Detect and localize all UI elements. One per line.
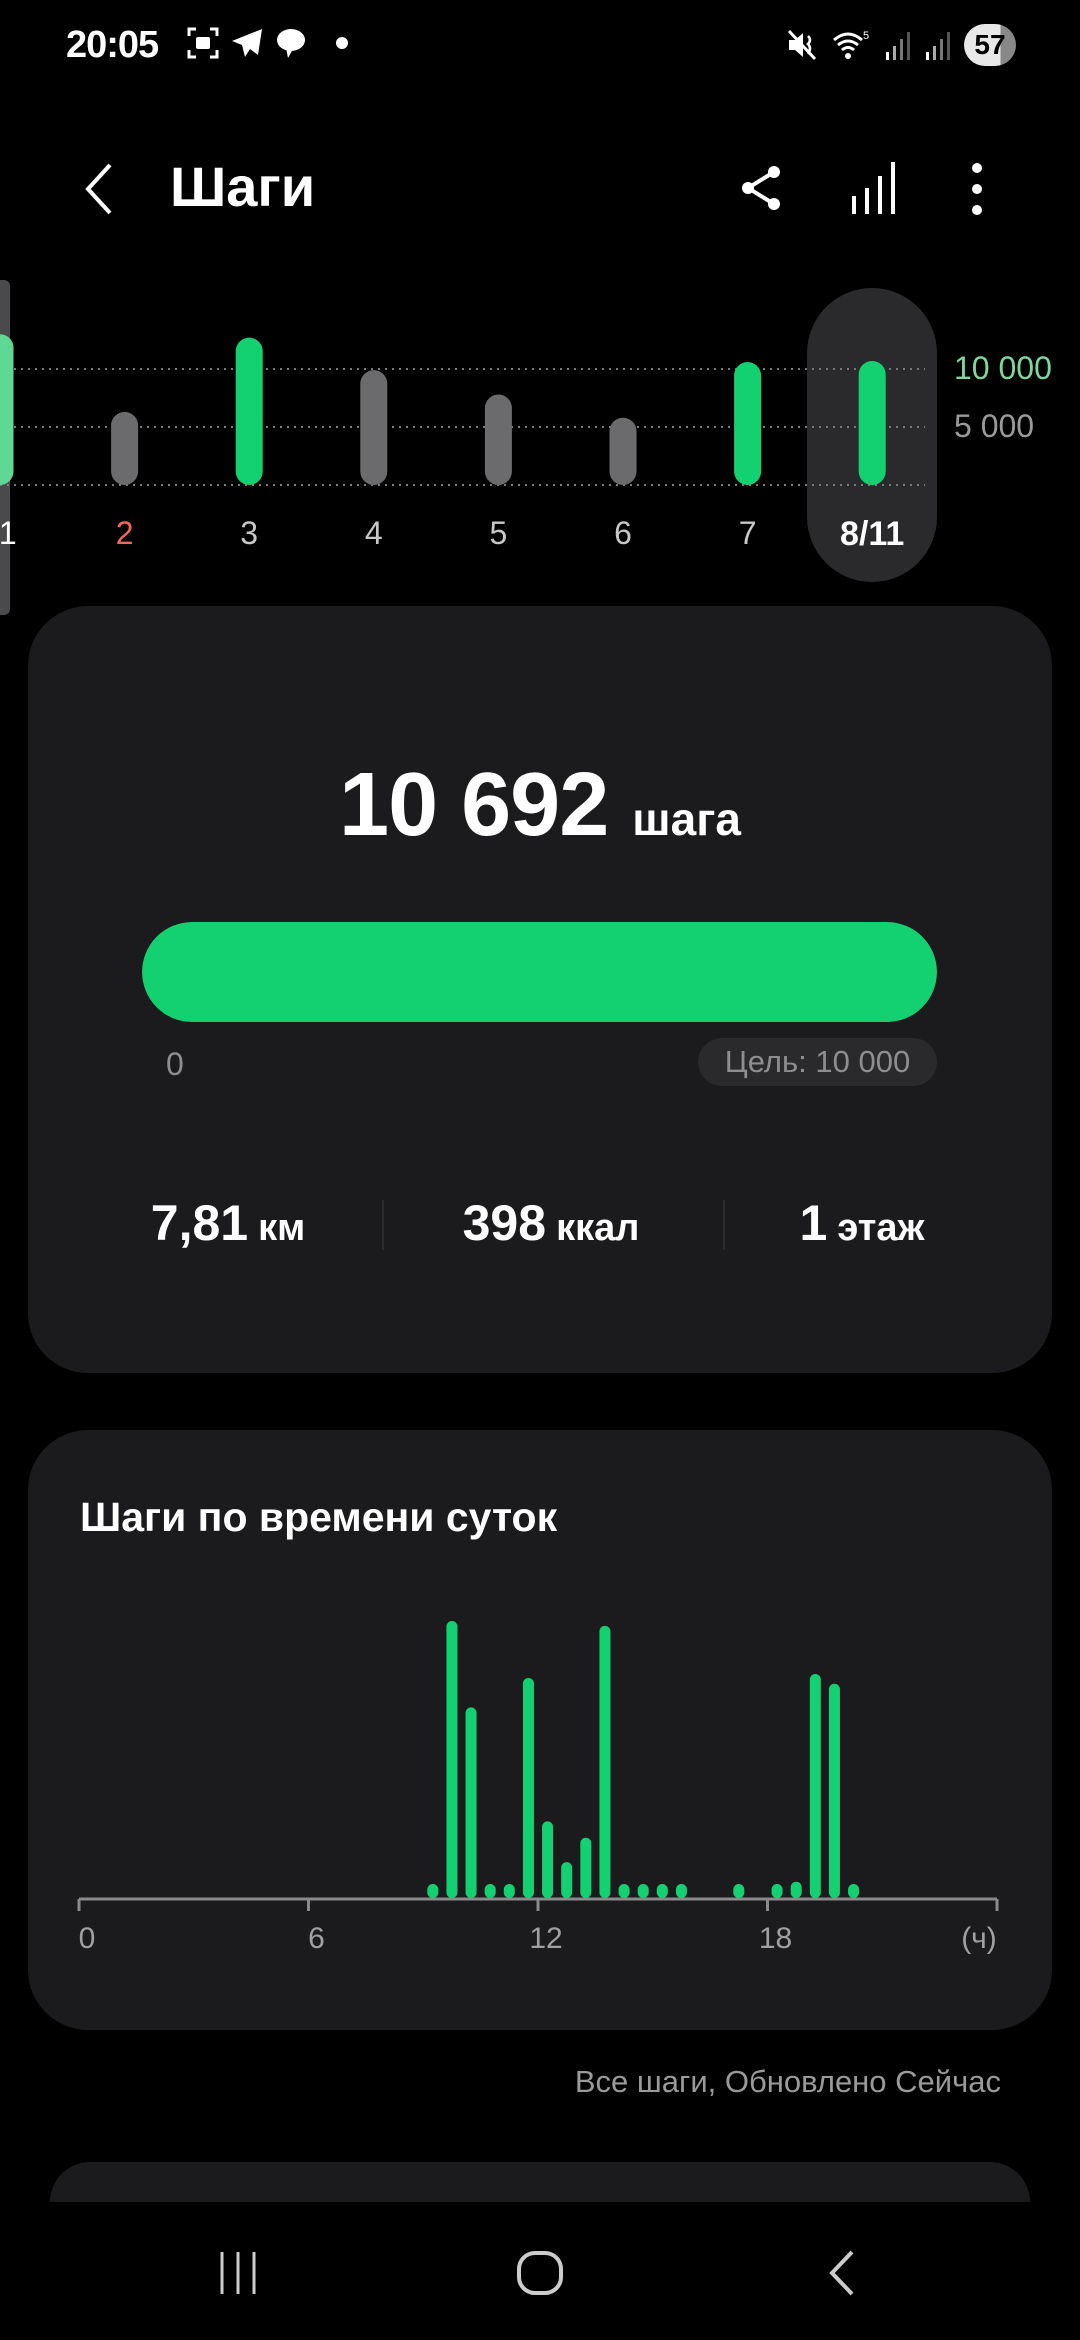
stat-value: 398: [462, 1195, 547, 1251]
hour-bar[interactable]: [561, 1862, 573, 1898]
stat-unit: ккал: [556, 1207, 640, 1249]
day-label[interactable]: 2: [115, 515, 134, 551]
signal-icon: [926, 32, 950, 60]
stat-value: 1: [799, 1195, 828, 1251]
hour-bar[interactable]: [828, 1683, 840, 1898]
day-bar-6[interactable]: [609, 417, 637, 485]
steps-progress-fill: [142, 922, 937, 1022]
stat-value: 7,81: [150, 1195, 249, 1251]
hour-bar[interactable]: [656, 1884, 668, 1898]
hour-bar[interactable]: [542, 1821, 554, 1898]
nav-back-icon[interactable]: [826, 2250, 860, 2296]
progress-min-label: 0: [166, 1046, 184, 1082]
recents-icon[interactable]: [216, 2250, 260, 2296]
hour-bar[interactable]: [580, 1837, 592, 1898]
stat-unit: этаж: [837, 1207, 925, 1249]
hour-bar[interactable]: [503, 1884, 515, 1898]
status-system-icons: 5 57: [786, 24, 1016, 66]
steps-unit: шага: [632, 793, 741, 845]
hour-bar[interactable]: [790, 1881, 802, 1898]
ytick-5000: 5 000: [954, 408, 1035, 444]
stat-calories: 398 ккал: [463, 1194, 640, 1252]
day-label[interactable]: 6: [614, 515, 632, 551]
day-label[interactable]: 4: [364, 515, 383, 551]
day-bar-3[interactable]: [235, 337, 263, 485]
wifi-icon: 5: [833, 30, 869, 59]
hourly-chart-title: Шаги по времени суток: [80, 1494, 558, 1540]
home-icon[interactable]: [516, 2250, 564, 2296]
page-title: Шаги: [170, 155, 316, 218]
next-card-partial[interactable]: [50, 2162, 1030, 2202]
x-tick-label: 0: [78, 1922, 96, 1955]
update-status: Все шаги, Обновлено Сейчас: [574, 2064, 1001, 2099]
screenshot-icon: [187, 27, 219, 59]
hour-bar[interactable]: [522, 1678, 534, 1898]
hour-bar[interactable]: [675, 1884, 687, 1898]
stats-icon[interactable]: [850, 160, 898, 216]
hour-bar[interactable]: [637, 1884, 649, 1898]
dot-icon: [336, 37, 348, 49]
day-label[interactable]: 5: [489, 515, 508, 551]
day-label[interactable]: 7: [738, 515, 757, 551]
day-bar-2[interactable]: [111, 411, 139, 485]
steps-progress-bar: [142, 922, 937, 1022]
goal-badge[interactable]: Цель: 10 000: [698, 1038, 937, 1086]
hour-bar[interactable]: [848, 1884, 860, 1898]
stat-divider: [723, 1200, 725, 1250]
hour-bar[interactable]: [427, 1884, 439, 1898]
stat-divider: [382, 1200, 384, 1250]
hour-bar[interactable]: [446, 1621, 458, 1898]
hour-bar[interactable]: [599, 1625, 611, 1898]
status-time: 20:05: [66, 24, 159, 66]
day-label[interactable]: 8/11: [840, 515, 905, 553]
day-label[interactable]: 11: [0, 515, 17, 551]
hour-bar[interactable]: [465, 1707, 477, 1898]
mute-icon: [787, 29, 817, 61]
weekly-steps-chart: [0, 334, 925, 486]
steps-total: 10 692 шага: [28, 754, 1052, 857]
share-icon[interactable]: [738, 164, 786, 212]
signal-icon: [886, 32, 910, 60]
more-icon[interactable]: [965, 162, 989, 216]
chat-icon: [277, 29, 305, 58]
steps-count: 10 692: [339, 755, 609, 855]
steps-summary-card[interactable]: 10 692 шага 0 Цель: 10 000: [28, 606, 1052, 1373]
stat-unit: км: [258, 1207, 306, 1249]
day-bar-5[interactable]: [484, 394, 512, 485]
hour-bar[interactable]: [733, 1884, 745, 1898]
hour-bar[interactable]: [809, 1673, 821, 1898]
day-label[interactable]: 3: [240, 515, 259, 551]
status-notification-icons: [186, 26, 348, 60]
stat-distance: 7,81 км: [151, 1194, 305, 1252]
day-bar-7[interactable]: [734, 362, 762, 485]
x-tick-label: 18: [758, 1922, 793, 1955]
battery-icon: 57: [964, 24, 1016, 66]
hour-bar[interactable]: [771, 1884, 783, 1898]
hour-bar[interactable]: [618, 1884, 630, 1898]
hour-bar[interactable]: [484, 1884, 496, 1898]
back-icon[interactable]: [80, 162, 120, 216]
x-axis-unit: (ч): [961, 1922, 997, 1955]
svg-text:5: 5: [863, 30, 869, 42]
hourly-steps-chart: [77, 1621, 999, 1911]
hourly-steps-card[interactable]: Шаги по времени суток: [28, 1430, 1052, 2030]
x-tick-label: 6: [308, 1922, 325, 1955]
day-bar-11[interactable]: [0, 334, 14, 485]
day-bar-4[interactable]: [360, 370, 388, 485]
x-tick-label: 12: [529, 1922, 563, 1955]
ytick-10000: 10 000: [954, 350, 1052, 386]
telegram-icon: [232, 29, 262, 57]
stat-floors: 1 этаж: [800, 1194, 925, 1252]
day-bar-8/11[interactable]: [858, 360, 886, 485]
